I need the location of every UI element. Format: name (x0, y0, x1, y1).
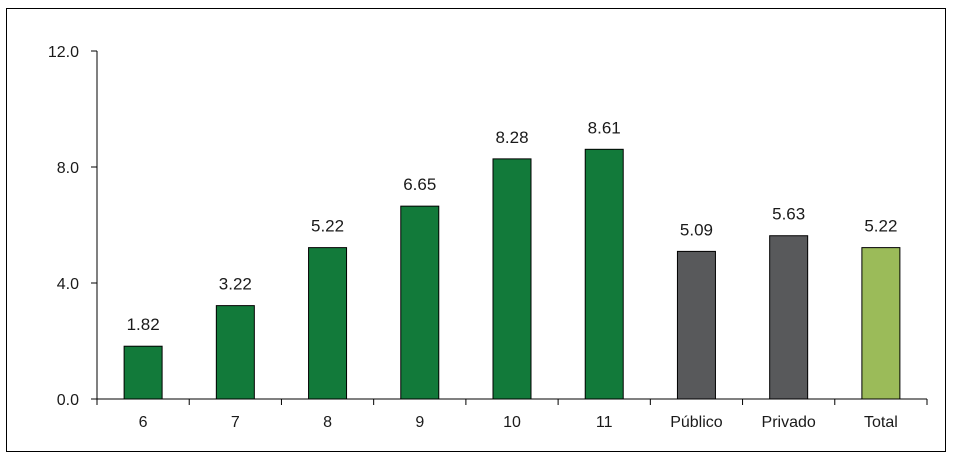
bar (308, 247, 348, 400)
y-tick-label: 12.0 (48, 44, 79, 61)
x-tick-label: Público (670, 414, 723, 431)
bar (584, 148, 624, 400)
data-label: 5.09 (680, 220, 713, 239)
x-tick-label: 9 (415, 414, 424, 431)
x-axis-ticks: 6 7 8 9 10 11 Público Privado Total (96, 399, 928, 431)
x-tick-label: 7 (231, 414, 240, 431)
x-tick-label: 8 (323, 414, 332, 431)
chart-frame: 0.0 4.0 8.0 12.0 1.82 3.22 5.22 6.65 8.28 8.61 5.… (6, 8, 946, 452)
value-labels: 1.82 3.22 5.22 6.65 8.28 8.61 5.09 5.63 5.22 (127, 118, 898, 334)
data-label: 8.61 (588, 118, 621, 137)
x-tick-label: Total (864, 414, 898, 431)
x-tick-label: Privado (762, 414, 816, 431)
data-label: 6.65 (403, 175, 436, 194)
bar (676, 250, 716, 400)
y-axis-ticks: 0.0 4.0 8.0 12.0 (48, 44, 97, 409)
bar-chart: 0.0 4.0 8.0 12.0 1.82 3.22 5.22 6.65 8.28 8.61 5.… (48, 44, 928, 431)
bar (492, 158, 532, 400)
bar (123, 345, 163, 400)
data-label: 3.22 (219, 275, 252, 294)
x-tick-label: 10 (503, 414, 521, 431)
y-tick-label: 8.0 (57, 160, 79, 177)
y-tick-label: 4.0 (57, 276, 79, 293)
x-tick-label: 11 (596, 414, 613, 431)
x-tick-label: 6 (139, 414, 148, 431)
bars (123, 148, 901, 400)
bar (769, 235, 809, 400)
bar (400, 205, 440, 400)
data-label: 5.22 (864, 217, 897, 236)
bar (215, 305, 255, 400)
data-label: 8.28 (495, 128, 528, 147)
y-tick-label: 0.0 (57, 392, 79, 409)
bar (861, 247, 901, 400)
data-label: 5.63 (772, 205, 805, 224)
data-label: 5.22 (311, 217, 344, 236)
data-label: 1.82 (127, 315, 160, 334)
